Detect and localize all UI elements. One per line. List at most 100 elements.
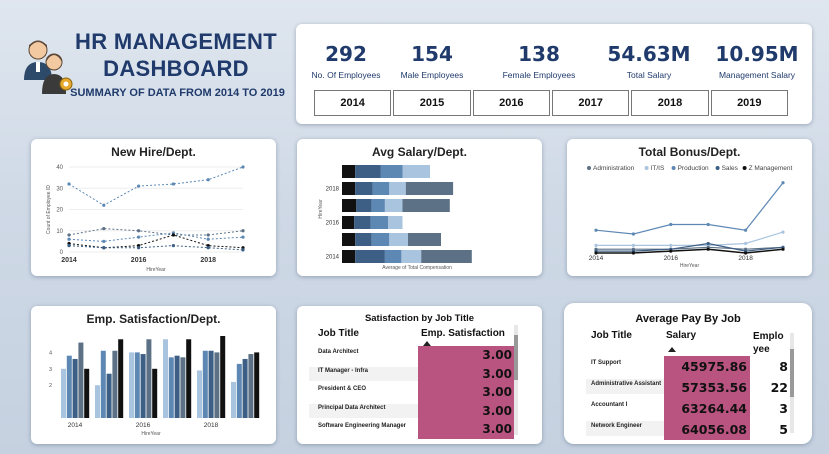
table-scrollbar[interactable] — [514, 325, 518, 435]
kpi-label: Male Employees — [400, 70, 464, 80]
data-point — [631, 243, 635, 247]
series-line — [68, 232, 244, 242]
scrollbar-thumb[interactable] — [514, 335, 518, 380]
x-tick-label: 2018 — [204, 422, 219, 429]
bar — [242, 358, 248, 418]
bar-segment — [401, 250, 422, 263]
x-tick-label: 2014 — [61, 257, 77, 264]
employee-count-cell: 5 — [779, 422, 788, 437]
bar — [208, 350, 214, 418]
table-row[interactable] — [586, 379, 664, 394]
table-row[interactable] — [586, 421, 664, 436]
satisfaction-value-cell: 3.00 — [418, 420, 514, 439]
data-point — [781, 230, 785, 234]
bar — [174, 355, 180, 418]
table-row[interactable] — [586, 358, 664, 373]
page-subtitle: SUMMARY OF DATA FROM 2014 TO 2019 — [70, 87, 285, 99]
bar-segment — [421, 250, 472, 263]
x-tick-label: 2018 — [200, 257, 216, 264]
legend-label: Production — [678, 165, 709, 172]
x-axis-label: HireYear — [146, 267, 166, 273]
kpi-value: 138 — [518, 42, 560, 66]
x-tick-label: 2014 — [589, 255, 604, 262]
y-tick-label: 2016 — [326, 221, 340, 227]
data-point — [744, 251, 748, 255]
year-button-2016[interactable]: 2016 — [472, 90, 550, 116]
bar-segment — [405, 182, 454, 195]
sort-desc-icon[interactable] — [423, 341, 431, 347]
table-row[interactable] — [309, 385, 418, 399]
data-point — [669, 243, 673, 247]
data-point — [781, 247, 785, 251]
job-title-cell: Principal Data Architect — [318, 404, 386, 411]
bar — [134, 352, 140, 418]
column-header-emp-satisfaction[interactable]: Emp. Satisfaction — [421, 328, 505, 339]
kpi-label: Management Salary — [718, 70, 796, 80]
y-tick-label: 3 — [49, 367, 52, 373]
table-row[interactable] — [309, 422, 418, 436]
chart-title: New Hire/Dept. — [111, 145, 196, 159]
table-row[interactable] — [309, 403, 418, 418]
table-row[interactable] — [309, 366, 418, 381]
data-point — [137, 229, 141, 233]
column-header-job-title[interactable]: Job Title — [591, 330, 632, 341]
bar-segment — [402, 199, 450, 212]
data-point — [781, 181, 785, 185]
bar — [168, 357, 174, 418]
year-button-2017[interactable]: 2017 — [551, 90, 630, 116]
x-axis-label: HireYear — [680, 263, 700, 269]
kpi-card: 292 No. Of Employees 154 Male Employees … — [296, 24, 812, 124]
column-header-job-title[interactable]: Job Title — [318, 328, 359, 339]
bar-segment — [408, 233, 441, 246]
series-line — [595, 182, 784, 235]
data-point — [102, 227, 106, 231]
column-header-salary[interactable]: Salary — [666, 330, 697, 341]
bar-segment — [384, 199, 403, 212]
data-point — [206, 246, 210, 250]
kpi-male: 154 Male Employees — [382, 42, 482, 80]
series-line — [68, 234, 244, 249]
sort-desc-icon[interactable] — [668, 347, 676, 353]
data-point — [706, 222, 710, 227]
year-button-2014[interactable]: 2014 — [314, 90, 392, 116]
bar — [248, 354, 254, 418]
kpi-value: 154 — [411, 42, 453, 66]
table-row[interactable] — [586, 400, 664, 415]
y-tick-label: 10 — [56, 229, 63, 235]
bar — [66, 355, 72, 418]
bar-segment — [342, 182, 356, 195]
bar — [84, 368, 90, 418]
bar-segment — [371, 199, 385, 212]
emp-satisfaction-chart: 2 3 4 2014 2016 2018 HireYear — [49, 336, 260, 437]
emp-satisfaction-chart-card: Emp. Satisfaction/Dept. 2 3 4 2014 2016 2018 H… — [31, 306, 276, 444]
people-gear-icon — [24, 40, 73, 94]
kpi-value: 54.63M — [607, 42, 691, 66]
scrollbar-thumb[interactable] — [790, 349, 794, 397]
bar — [129, 352, 134, 418]
year-button-2015[interactable]: 2015 — [393, 90, 471, 116]
bar-segment — [355, 182, 373, 195]
year-button-2019[interactable]: 2019 — [710, 90, 788, 116]
bar — [202, 350, 208, 418]
bar — [220, 336, 226, 418]
kpi-mgmt-salary: 10.95M Management Salary — [702, 42, 812, 80]
table-row[interactable] — [309, 348, 418, 362]
new-hire-chart-card: New Hire/Dept. 0 10 20 30 40 2014 2016 2018 Hire… — [31, 139, 276, 276]
table-title: Satisfaction by Job Title — [364, 313, 475, 324]
data-point — [137, 235, 141, 239]
bar — [106, 373, 112, 418]
salary-cell: 64056.08 — [664, 419, 750, 440]
year-button-2018[interactable]: 2018 — [631, 90, 709, 116]
satisfaction-value-cell: 3.00 — [418, 346, 514, 365]
satisfaction-value-cell: 3.00 — [418, 383, 514, 402]
y-tick-label: 2014 — [326, 255, 340, 261]
data-point — [241, 165, 245, 169]
job-title-cell: Accountant I — [591, 402, 628, 408]
table-scrollbar[interactable] — [790, 333, 794, 433]
bar-segment — [371, 233, 390, 246]
column-header-employee[interactable]: Emplo yee — [753, 330, 784, 356]
data-point — [744, 241, 748, 246]
y-tick-label: 0 — [60, 250, 64, 256]
total-bonus-chart: Administration IT/IS Production Sales Z Mana… — [587, 165, 793, 269]
x-tick-label: 2016 — [131, 257, 147, 264]
